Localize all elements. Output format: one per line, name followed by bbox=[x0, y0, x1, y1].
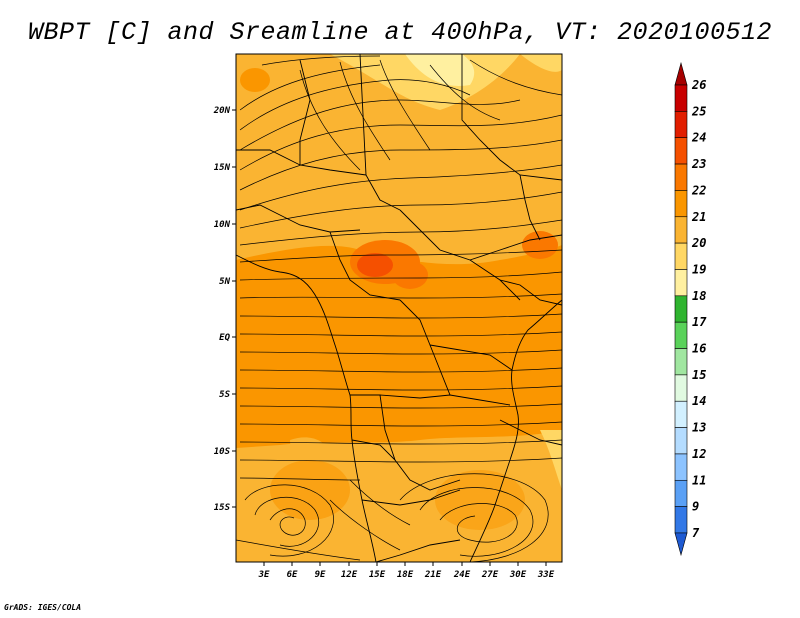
colorbar-label: 14 bbox=[692, 394, 706, 408]
colorbar-label: 22 bbox=[691, 183, 706, 197]
colorbar-swatch bbox=[674, 163, 688, 191]
chart-title: WBPT [C] and Sreamline at 400hPa, VT: 20… bbox=[27, 18, 773, 47]
colorbar-label: 16 bbox=[692, 342, 706, 356]
colorbar-label: 13 bbox=[692, 421, 706, 435]
lon-axis: 3E 6E 9E 12E 15E 18E 21E 24E 27E 30E 33E bbox=[258, 562, 555, 580]
lat-label: 10N bbox=[214, 220, 231, 230]
lon-label: 6E bbox=[287, 570, 298, 580]
colorbar-label: 15 bbox=[692, 368, 706, 382]
lon-label: 12E bbox=[341, 570, 358, 580]
lon-label: 27E bbox=[481, 570, 499, 580]
colorbar-top-arrow bbox=[674, 61, 688, 86]
lon-label: 18E bbox=[397, 570, 414, 580]
lat-label: EQ bbox=[219, 333, 230, 343]
colorbar-label: 17 bbox=[692, 315, 707, 329]
colorbar-label: 18 bbox=[692, 289, 706, 303]
colorbar-swatch bbox=[674, 348, 688, 376]
lat-label: 5S bbox=[219, 390, 230, 400]
colorbar-label: 11 bbox=[692, 473, 706, 487]
colorbar-swatch bbox=[674, 427, 688, 455]
lat-label: 5N bbox=[219, 277, 230, 287]
colorbar-swatch bbox=[674, 111, 688, 139]
colorbar-label: 24 bbox=[691, 131, 706, 145]
colorbar-label: 12 bbox=[692, 447, 706, 461]
lat-label: 10S bbox=[214, 447, 231, 457]
colorbar-swatch bbox=[674, 216, 688, 244]
colorbar-label: 25 bbox=[691, 104, 706, 118]
wbpt-shading bbox=[236, 54, 562, 562]
colorbar-swatch bbox=[674, 400, 688, 428]
colorbar: 26 25 24 23 22 21 20 19 18 17 16 15 14 13 12 11 9 7 bbox=[674, 61, 707, 557]
colorbar-swatch bbox=[674, 374, 688, 402]
lon-label: 15E bbox=[369, 570, 386, 580]
colorbar-swatch bbox=[674, 295, 688, 323]
colorbar-label: 26 bbox=[691, 78, 706, 92]
colorbar-swatch bbox=[674, 453, 688, 481]
colorbar-swatch bbox=[674, 506, 688, 534]
credit-label: GrADS: IGES/COLA bbox=[4, 603, 82, 612]
boundaries bbox=[236, 54, 562, 562]
colorbar-label: 20 bbox=[691, 236, 706, 250]
lon-label: 9E bbox=[315, 570, 326, 580]
lon-label: 21E bbox=[424, 570, 442, 580]
colorbar-swatch bbox=[674, 137, 688, 165]
lat-label: 20N bbox=[213, 106, 231, 116]
map-frame bbox=[235, 53, 563, 563]
lat-axis: 20N 15N 10N 5N EQ 5S 10S 15S bbox=[213, 106, 236, 513]
lon-label: 30E bbox=[509, 570, 527, 580]
colorbar-swatch bbox=[674, 84, 688, 112]
colorbar-swatch bbox=[674, 242, 688, 270]
lat-label: 15N bbox=[214, 163, 231, 173]
colorbar-swatch bbox=[674, 321, 688, 349]
colorbar-swatch bbox=[674, 479, 688, 507]
lon-label: 24E bbox=[453, 570, 471, 580]
colorbar-label: 23 bbox=[691, 157, 706, 171]
lon-label: 3E bbox=[258, 570, 270, 580]
colorbar-swatch bbox=[674, 269, 688, 297]
lat-label: 15S bbox=[214, 503, 231, 513]
colorbar-label: 9 bbox=[692, 500, 699, 514]
colorbar-bottom-arrow bbox=[674, 532, 688, 557]
colorbar-label: 19 bbox=[692, 262, 706, 276]
streamlines bbox=[236, 55, 562, 562]
colorbar-label: 21 bbox=[691, 210, 706, 224]
colorbar-swatch bbox=[674, 190, 688, 218]
colorbar-label: 7 bbox=[692, 526, 700, 540]
lon-label: 33E bbox=[537, 570, 555, 580]
